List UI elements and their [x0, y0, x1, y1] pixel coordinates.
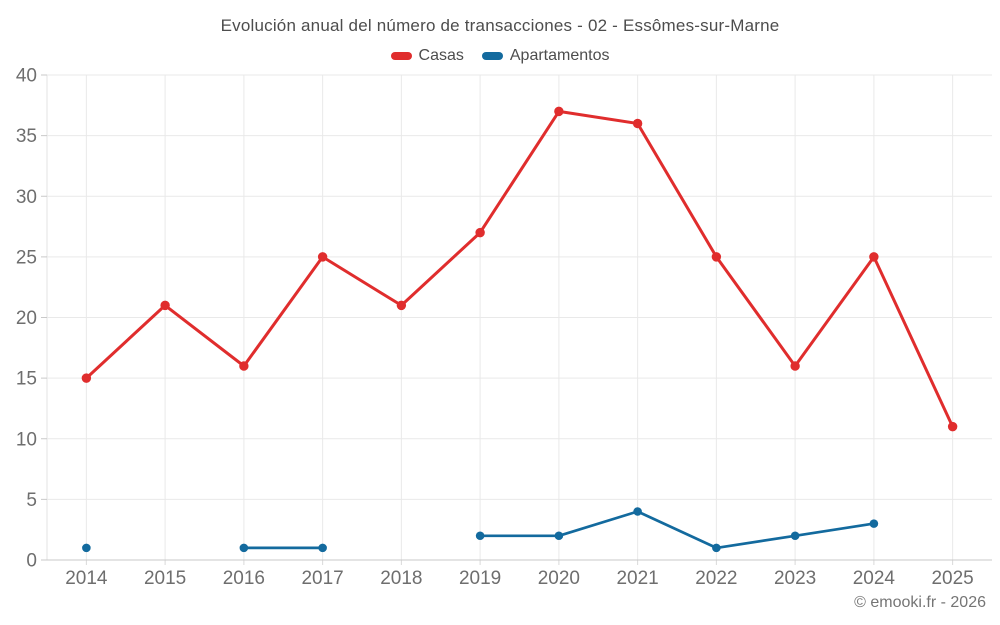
x-axis-label: 2014: [65, 568, 108, 589]
apartamentos-data-point[interactable]: [475, 531, 485, 541]
apartamentos-series-line[interactable]: [242, 510, 876, 550]
casas-data-point[interactable]: [711, 252, 722, 262]
casas-data-point[interactable]: [947, 421, 958, 432]
y-axis-label: 25: [16, 247, 37, 268]
copyright-text: © emooki.fr - 2026: [854, 594, 986, 611]
y-axis-label: 5: [26, 490, 37, 511]
legend-label-apartamentos: Apartamentos: [509, 47, 610, 64]
y-axis-label: 30: [16, 187, 37, 208]
x-axis-label: 2016: [223, 568, 265, 589]
y-axis-label: 0: [26, 551, 37, 572]
apartamentos-data-point[interactable]: [633, 507, 642, 516]
x-axis-label: 2019: [459, 568, 501, 589]
x-axis-label: 2024: [853, 568, 896, 589]
x-axis-label: 2025: [931, 568, 973, 589]
apartamentos-data-point[interactable]: [82, 543, 91, 553]
apartamentos-series-swatch: [481, 52, 503, 60]
y-axis-label: 20: [16, 308, 37, 329]
x-axis-label: 2023: [774, 568, 816, 589]
chart-title: Evolución anual del número de transaccio…: [220, 16, 780, 35]
legend-item-casas[interactable]: Casas: [390, 47, 464, 65]
y-axis-label: 40: [16, 66, 37, 87]
apartamentos-data-point[interactable]: [712, 543, 721, 553]
x-axis-label: 2015: [144, 568, 186, 589]
casas-data-point[interactable]: [396, 300, 407, 311]
casas-data-point[interactable]: [81, 373, 92, 383]
casas-series-line[interactable]: [84, 109, 955, 429]
casas-data-point[interactable]: [160, 300, 170, 311]
casas-data-point[interactable]: [475, 227, 485, 238]
y-axis-label: 10: [16, 429, 37, 450]
casas-data-point[interactable]: [869, 252, 879, 262]
casas-data-point[interactable]: [239, 361, 249, 371]
apartamentos-data-point[interactable]: [554, 531, 564, 541]
x-axis-label: 2017: [301, 568, 343, 589]
casas-series-swatch: [390, 52, 412, 60]
casas-data-point[interactable]: [554, 106, 564, 117]
x-axis-label: 2022: [695, 568, 737, 589]
casas-data-point[interactable]: [317, 252, 328, 262]
x-axis-label: 2020: [538, 568, 580, 589]
casas-data-point[interactable]: [790, 361, 800, 371]
x-axis-label: 2021: [616, 568, 658, 589]
legend-item-apartamentos[interactable]: Apartamentos: [481, 47, 610, 65]
apartamentos-data-point[interactable]: [239, 543, 249, 553]
apartamentos-data-point[interactable]: [869, 519, 879, 528]
casas-data-point[interactable]: [632, 118, 643, 129]
apartamentos-data-point[interactable]: [790, 531, 800, 541]
y-axis-label: 15: [16, 369, 37, 390]
legend-label-casas: Casas: [418, 47, 464, 64]
x-axis-label: 2018: [380, 568, 422, 589]
chart-legend: Casas Apartamentos: [0, 47, 1000, 65]
y-axis-label: 35: [16, 126, 37, 147]
apartamentos-data-point[interactable]: [318, 543, 327, 553]
